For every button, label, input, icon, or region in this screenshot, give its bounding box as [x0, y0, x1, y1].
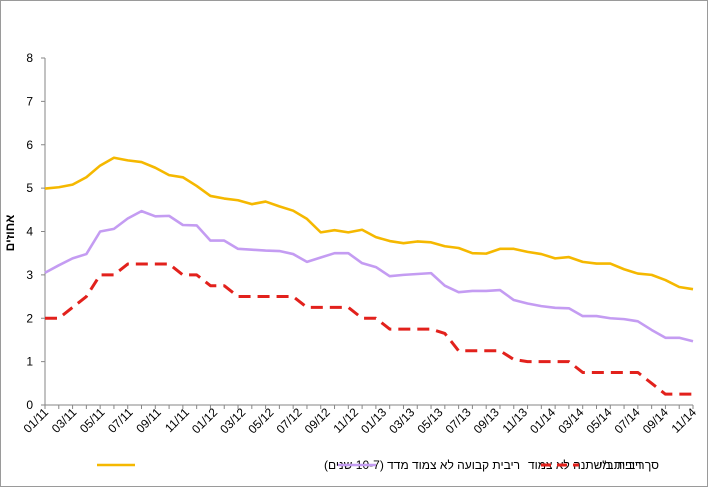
x-tick-label: 01/12: [189, 405, 220, 436]
x-tick-label: 05/13: [414, 405, 445, 436]
y-tick-label: 6: [26, 138, 33, 152]
x-tick-label: 11/13: [500, 405, 531, 436]
x-tick-label: 03/12: [217, 405, 248, 436]
y-axis-label: אחוזים: [3, 215, 17, 252]
x-tick-labels: 01/1103/1105/1107/1109/1111/1101/1203/12…: [21, 405, 700, 436]
x-tick-label: 05/14: [583, 405, 614, 436]
legend-label-2: סך ריבית משתנה לא צמוד: [528, 458, 659, 472]
x-tick-label: 01/14: [527, 405, 558, 436]
x-tick-label: 07/12: [274, 405, 305, 436]
y-tick-label: 2: [26, 311, 33, 325]
legend-label-1: ריבית קבועה לא צמוד מדד (10-7 שנים): [324, 458, 520, 472]
x-tick-label: 03/14: [555, 405, 586, 436]
x-tick-label: 01/11: [21, 405, 52, 436]
series-line-1: [44, 156, 694, 291]
x-tick-label: 11/12: [331, 405, 362, 436]
legend-label-3: ריבית ב"י: [599, 458, 645, 472]
y-tick-label: 0: [26, 398, 33, 412]
chart-axes: [41, 57, 694, 409]
legend: ריבית קבועה לא צמוד מדד (10-7 שנים) סך רי…: [97, 458, 659, 472]
x-tick-label: 09/11: [133, 405, 164, 436]
y-tick-label: 1: [26, 355, 33, 369]
x-tick-label: 09/13: [471, 405, 502, 436]
x-tick-label: 03/13: [386, 405, 417, 436]
x-tick-label: 11/14: [669, 405, 700, 436]
x-tick-label: 07/11: [105, 405, 136, 436]
x-tick-label: 05/11: [77, 405, 108, 436]
x-tick-label: 03/11: [49, 405, 80, 436]
x-tick-label: 11/11: [162, 405, 192, 435]
x-tick-label: 09/14: [640, 405, 671, 436]
y-tick-labels: 0 1 2 3 4 5 6 7 8: [26, 51, 33, 412]
series-lines: [44, 156, 694, 396]
x-tick-label: 05/12: [245, 405, 276, 436]
series-line-3: [45, 262, 693, 396]
y-tick-label: 5: [26, 181, 33, 195]
y-tick-label: 4: [26, 225, 33, 239]
x-tick-label: 01/13: [358, 405, 389, 436]
y-tick-label: 8: [26, 51, 33, 65]
y-tick-label: 3: [26, 268, 33, 282]
series-line-2: [44, 209, 694, 343]
x-tick-label: 07/13: [443, 405, 474, 436]
x-tick-label: 07/14: [612, 405, 643, 436]
x-tick-label: 09/12: [302, 405, 333, 436]
y-tick-label: 7: [26, 94, 33, 108]
